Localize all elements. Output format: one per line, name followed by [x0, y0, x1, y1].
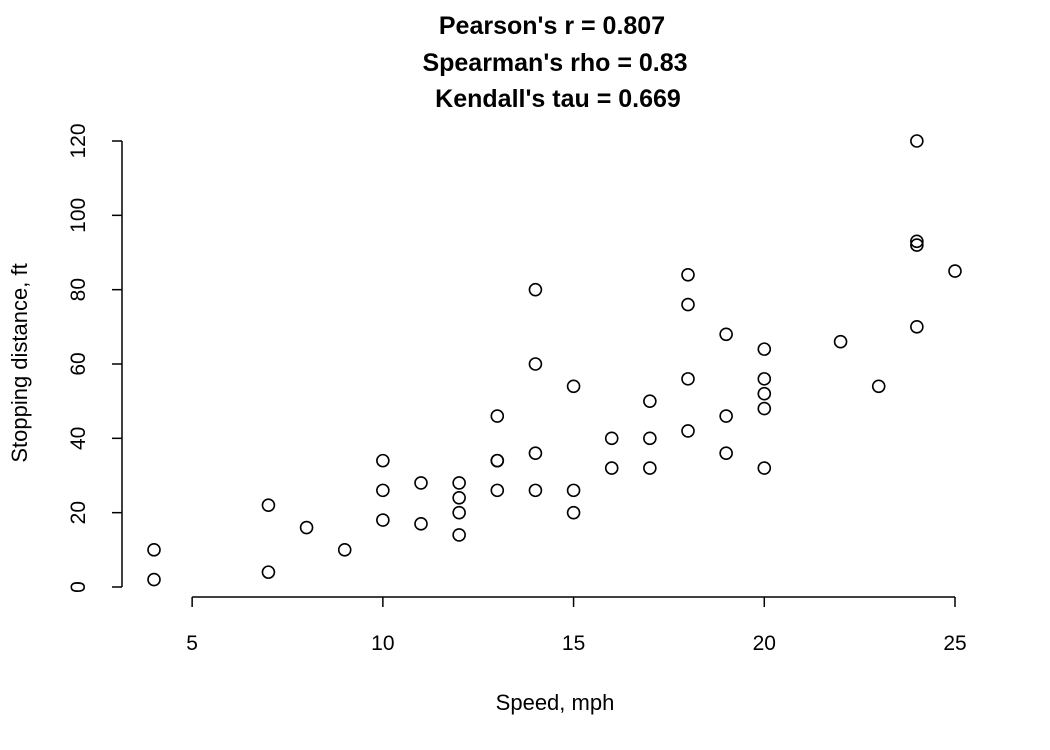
- data-point: [719, 446, 733, 461]
- data-point: [528, 446, 543, 461]
- data-point: [452, 528, 466, 542]
- data-point: [376, 453, 390, 468]
- y-tick-label: 60: [67, 352, 90, 375]
- data-point: [757, 372, 772, 386]
- data-point: [528, 357, 543, 371]
- data-point: [643, 394, 657, 408]
- data-point: [643, 461, 657, 475]
- data-point: [490, 409, 505, 423]
- data-point: [681, 267, 695, 282]
- y-tick-label: 20: [67, 501, 90, 524]
- data-point: [452, 490, 466, 505]
- data-point: [261, 498, 276, 513]
- chart-title: Pearson's r = 0.807 Spearman's rho = 0.8…: [422, 12, 687, 113]
- x-axis-label: Speed, mph: [496, 690, 615, 715]
- data-point: [833, 334, 848, 349]
- y-axis-label: Stopping distance, ft: [7, 263, 32, 462]
- data-point: [490, 483, 505, 498]
- data-point: [681, 424, 695, 438]
- title-line-pearson: Pearson's r = 0.807: [439, 12, 665, 40]
- data-point: [910, 238, 924, 252]
- data-point: [376, 483, 390, 498]
- x-axis: 5 10 15 20 25: [186, 596, 967, 655]
- data-points: [147, 134, 962, 587]
- data-point: [910, 234, 924, 249]
- data-point: [414, 476, 428, 490]
- data-point: [452, 505, 466, 520]
- data-point: [681, 297, 695, 312]
- data-point: [719, 327, 733, 342]
- data-point: [147, 543, 161, 557]
- data-point: [643, 431, 657, 446]
- data-point: [871, 379, 886, 394]
- data-point: [261, 565, 276, 579]
- data-point: [719, 409, 733, 423]
- title-line-kendall: Kendall's tau = 0.669: [435, 85, 681, 113]
- y-tick-label: 40: [67, 427, 90, 450]
- x-tick-label: 25: [943, 632, 966, 655]
- data-point: [566, 379, 581, 394]
- y-tick-label: 100: [67, 198, 90, 233]
- data-point: [566, 483, 581, 498]
- data-point: [452, 476, 466, 490]
- data-point: [757, 401, 772, 416]
- data-point: [147, 572, 161, 587]
- y-tick-label: 80: [67, 278, 90, 301]
- data-point: [414, 517, 428, 531]
- x-tick-label: 10: [371, 632, 394, 655]
- data-point: [757, 342, 772, 356]
- data-point: [604, 431, 619, 446]
- data-point: [566, 505, 581, 520]
- data-point: [528, 282, 543, 297]
- data-point: [604, 461, 619, 475]
- data-point: [910, 320, 924, 334]
- data-point: [490, 453, 505, 468]
- data-point: [528, 483, 543, 498]
- data-point: [681, 372, 695, 386]
- data-point: [757, 461, 772, 475]
- title-line-spearman: Spearman's rho = 0.83: [422, 49, 687, 77]
- y-tick-label: 0: [67, 581, 90, 593]
- y-tick-label: 120: [67, 123, 90, 158]
- data-point: [948, 264, 962, 278]
- data-point: [337, 543, 352, 557]
- data-point: [757, 386, 772, 401]
- data-point: [910, 134, 924, 148]
- x-tick-label: 5: [186, 632, 198, 655]
- data-point: [299, 520, 314, 535]
- data-point: [376, 513, 390, 527]
- x-tick-label: 20: [753, 632, 776, 655]
- x-tick-label: 15: [562, 632, 585, 655]
- y-axis: 0 20 40 60 80 100 120: [67, 123, 123, 593]
